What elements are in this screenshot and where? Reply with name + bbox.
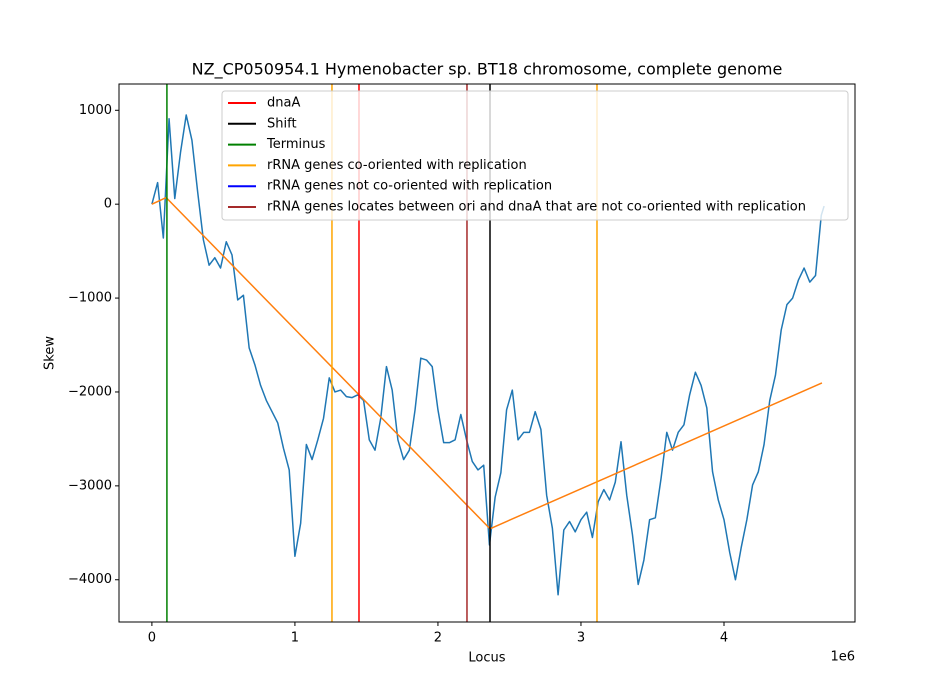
y-tick-label: −1000 [68,291,112,306]
y-axis-label: Skew [43,336,58,370]
y-tick-label: −4000 [68,572,112,587]
axes-frame [118,83,856,623]
y-tick-label: −3000 [68,478,112,493]
x-tick-label: 0 [148,631,156,646]
legend-box [221,90,849,221]
legend-label: Shift [267,116,297,131]
legend-label: rRNA genes co-oriented with replication [267,158,527,173]
legend-label: rRNA genes not co-oriented with replicat… [267,179,552,194]
x-tick-label: 4 [720,631,728,646]
legend-label: rRNA genes locates between ori and dnaA … [267,200,806,215]
legend-label: Terminus [266,137,326,152]
x-tick-label: 2 [434,631,442,646]
x-tick-label: 1 [291,631,299,646]
x-offset-label: 1e6 [830,650,855,665]
series-line [151,196,823,530]
x-tick-label: 3 [577,631,585,646]
x-axis-label: Locus [468,651,505,666]
legend-label: dnaA [267,96,300,111]
chart-title: NZ_CP050954.1 Hymenobacter sp. BT18 chro… [192,60,783,80]
y-tick-label: 0 [104,197,112,212]
y-tick-label: −2000 [68,384,112,399]
y-tick-label: 1000 [79,103,112,118]
